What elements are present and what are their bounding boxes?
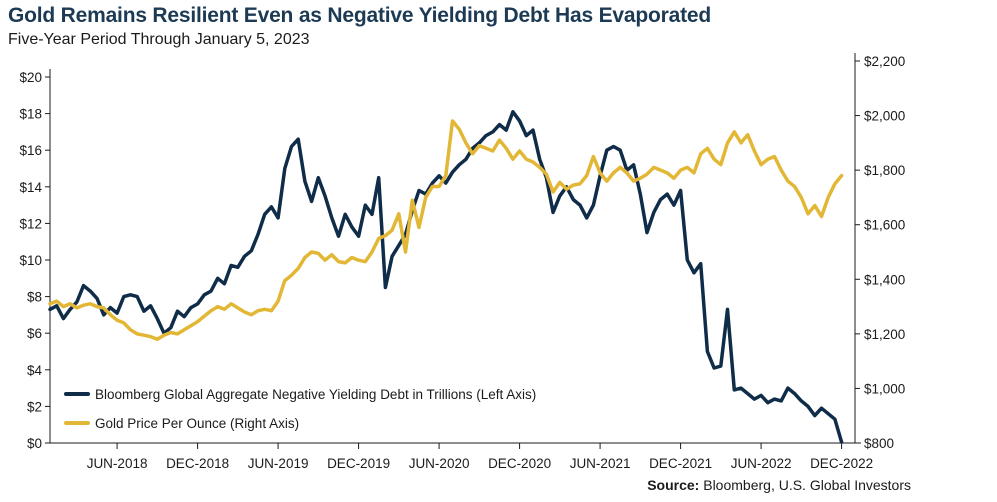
y-left-tick-label: $6: [27, 326, 42, 341]
source-note: Source: Bloomberg, U.S. Global Investors: [647, 477, 911, 493]
y-left-tick-label: $16: [19, 143, 42, 158]
y-left-tick-label: $14: [19, 180, 42, 195]
x-tick-label: DEC-2022: [810, 456, 873, 471]
chart-series-layer: [48, 110, 844, 444]
chart-axes: $0 $2 $4 $6 $8 $10 $12 $14 $16 $18 $20 $800 $1,000 $1…: [19, 53, 905, 471]
y-left-tick-label: $2: [27, 399, 42, 414]
y-right-tick-label: $1,400: [864, 272, 905, 287]
y-left-tick-label: $20: [19, 70, 42, 85]
y-left-tick-label: $0: [27, 436, 42, 451]
chart-subtitle: Five-Year Period Through January 5, 2023: [8, 31, 310, 48]
x-tick-label: JUN-2021: [570, 456, 631, 471]
source-label: Source:: [647, 477, 700, 493]
x-tick-label: JUN-2019: [248, 456, 309, 471]
y-right-tick-label: $1,000: [864, 381, 905, 396]
legend-item-gold-label: Gold Price Per Ounce (Right Axis): [95, 416, 299, 431]
x-tick-label: JUN-2020: [409, 456, 470, 471]
y-right-tick-label: $1,600: [864, 218, 905, 233]
y-right-tick-label: $800: [864, 436, 894, 451]
x-tick-label: DEC-2020: [488, 456, 551, 471]
x-tick-label: DEC-2019: [327, 456, 390, 471]
y-right-tick-label: $2,000: [864, 109, 905, 124]
y-left-tick-label: $12: [19, 216, 42, 231]
series-line-gold-price: [48, 119, 844, 342]
y-left-tick-label: $4: [27, 363, 43, 378]
legend-item-debt-label: Bloomberg Global Aggregate Negative Yiel…: [95, 387, 536, 402]
y-left-tick-label: $10: [19, 253, 42, 268]
y-left-tick-label: $18: [19, 107, 42, 122]
series-line-negative-yielding-debt: [48, 110, 844, 444]
chart-title: Gold Remains Resilient Even as Negative …: [8, 4, 711, 27]
x-tick-label: JUN-2018: [87, 456, 148, 471]
chart-legend: Bloomberg Global Aggregate Negative Yiel…: [64, 387, 536, 431]
y-right-tick-label: $2,200: [864, 54, 905, 69]
y-right-tick-label: $1,800: [864, 163, 905, 178]
y-left-tick-label: $8: [27, 290, 42, 305]
x-tick-label: JUN-2022: [731, 456, 792, 471]
y-right-tick-label: $1,200: [864, 327, 905, 342]
x-tick-label: DEC-2018: [166, 456, 229, 471]
source-text: Bloomberg, U.S. Global Investors: [703, 477, 911, 493]
x-tick-label: DEC-2021: [649, 456, 712, 471]
